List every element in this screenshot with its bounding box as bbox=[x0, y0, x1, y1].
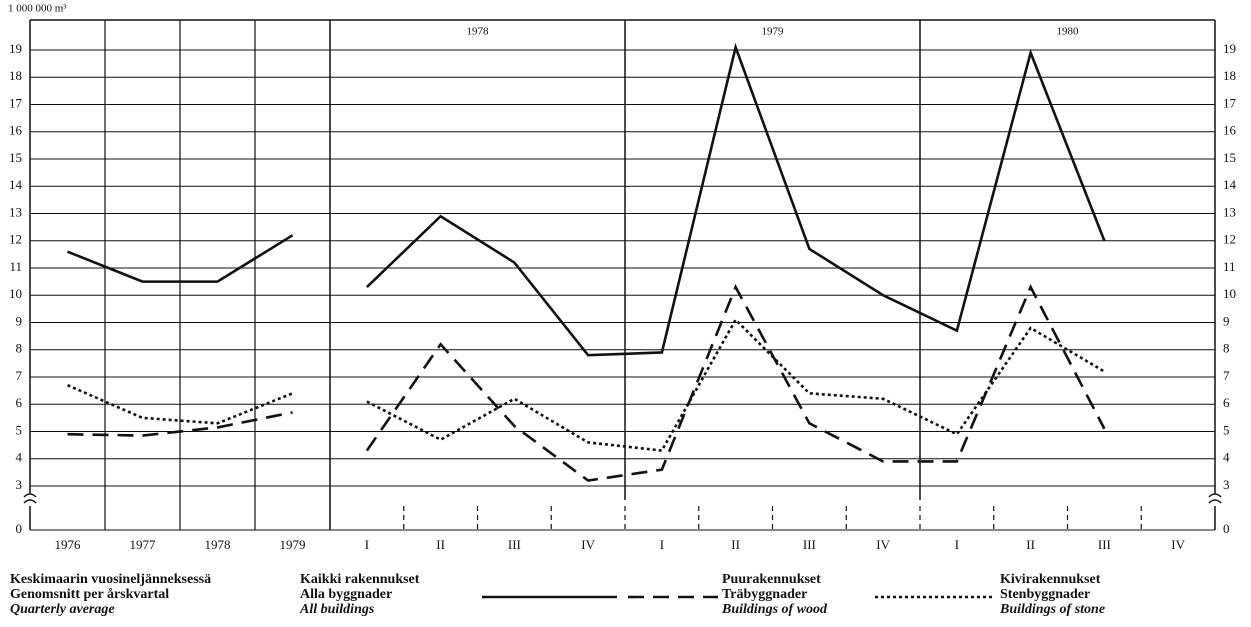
y-tick-label: 10 bbox=[9, 286, 22, 301]
panel-note: Genomsnitt per årskvartal bbox=[10, 587, 169, 602]
x-tick-label: III bbox=[1098, 537, 1111, 552]
x-tick-label: IV bbox=[1171, 537, 1185, 552]
year-label: 1980 bbox=[1057, 26, 1080, 38]
x-tick-label: 1979 bbox=[280, 537, 306, 552]
y-tick-label: 3 bbox=[1223, 477, 1230, 492]
y-tick-label: 12 bbox=[1223, 232, 1236, 247]
y-tick-label: 15 bbox=[9, 150, 22, 165]
series-line bbox=[365, 42, 1106, 357]
x-tick-label: I bbox=[660, 537, 664, 552]
y-tick-label: 15 bbox=[1223, 150, 1236, 165]
y-axis-label: 1 000 000 m³ bbox=[8, 3, 67, 15]
year-label: 1979 bbox=[762, 26, 785, 38]
series-line bbox=[67, 411, 293, 437]
x-tick-label: II bbox=[731, 537, 740, 552]
legend-label: Puurakennukset bbox=[722, 572, 821, 587]
legend-label: Buildings of wood bbox=[721, 602, 828, 617]
x-tick-label: IV bbox=[581, 537, 595, 552]
y-tick-label: 9 bbox=[1223, 313, 1230, 328]
y-tick-label: 16 bbox=[1223, 123, 1237, 138]
x-tick-label: I bbox=[955, 537, 959, 552]
x-tick-label: III bbox=[508, 537, 521, 552]
x-tick-label: II bbox=[436, 537, 445, 552]
legend-label: Stenbyggnader bbox=[1000, 587, 1090, 602]
y-tick-label: 7 bbox=[1223, 368, 1230, 383]
y-tick-label: 5 bbox=[16, 422, 23, 437]
x-tick-label: 1977 bbox=[130, 537, 157, 552]
legend-label: Kivirakennukset bbox=[1000, 572, 1101, 587]
x-tick-label: II bbox=[1026, 537, 1035, 552]
axis-break bbox=[1208, 493, 1222, 504]
x-tick-label: 1978 bbox=[205, 537, 231, 552]
y-tick-label: 5 bbox=[1223, 422, 1230, 437]
legend-label: Alla byggnader bbox=[300, 587, 392, 602]
axis-break bbox=[23, 493, 37, 504]
y-tick-label: 13 bbox=[9, 204, 22, 219]
y-tick-label: 9 bbox=[16, 313, 23, 328]
y-tick-label: 19 bbox=[9, 41, 22, 56]
x-tick-label: I bbox=[365, 537, 369, 552]
series-line bbox=[67, 234, 294, 283]
y-tick-label: 18 bbox=[9, 68, 22, 83]
x-tick-label: 1976 bbox=[55, 537, 82, 552]
y-tick-label: 14 bbox=[1223, 177, 1237, 192]
y-tick-label: 11 bbox=[1223, 259, 1236, 274]
series-line bbox=[366, 317, 1106, 452]
y-tick-label: 10 bbox=[1223, 286, 1236, 301]
y-tick-label: 4 bbox=[1223, 450, 1230, 465]
y-tick-label: 14 bbox=[9, 177, 23, 192]
y-tick-label: 8 bbox=[1223, 341, 1230, 356]
year-label: 1978 bbox=[467, 26, 490, 38]
legend-label: Träbyggnader bbox=[722, 587, 807, 602]
y-tick-label: 3 bbox=[16, 477, 23, 492]
panel-note: Keskimaarin vuosineljänneksessä bbox=[10, 572, 211, 587]
y-tick-label: 4 bbox=[16, 450, 23, 465]
y-tick-label: 13 bbox=[1223, 204, 1236, 219]
x-tick-label: IV bbox=[876, 537, 890, 552]
legend-label: Kaikki rakennukset bbox=[300, 572, 420, 587]
series-line bbox=[365, 284, 1106, 482]
panel-note: Quarterly average bbox=[10, 602, 115, 617]
legend-label: All buildings bbox=[299, 602, 375, 617]
y-tick-label: 0 bbox=[1223, 521, 1230, 536]
y-tick-label: 7 bbox=[16, 368, 23, 383]
y-tick-label: 17 bbox=[9, 95, 23, 110]
y-tick-label: 17 bbox=[1223, 95, 1237, 110]
y-tick-label: 6 bbox=[1223, 395, 1230, 410]
y-tick-label: 8 bbox=[16, 341, 23, 356]
legend-label: Buildings of stone bbox=[999, 602, 1105, 617]
y-tick-label: 16 bbox=[9, 123, 23, 138]
y-tick-label: 0 bbox=[16, 521, 23, 536]
y-tick-label: 11 bbox=[9, 259, 22, 274]
y-tick-label: 19 bbox=[1223, 41, 1236, 56]
x-tick-label: III bbox=[803, 537, 816, 552]
y-tick-label: 6 bbox=[16, 395, 23, 410]
y-tick-label: 18 bbox=[1223, 68, 1236, 83]
y-tick-label: 12 bbox=[9, 232, 22, 247]
